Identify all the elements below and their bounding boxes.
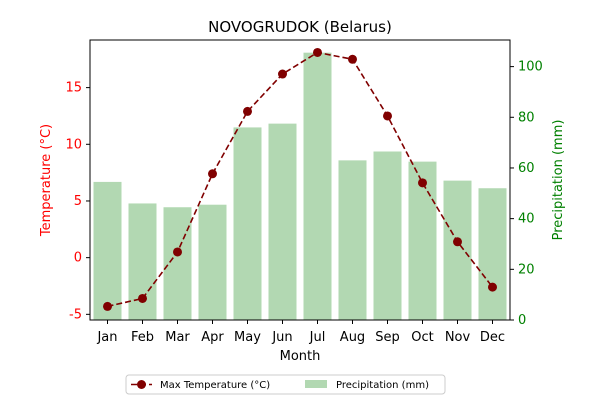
temperature-line (103, 47, 497, 311)
temp-point-sep (383, 111, 392, 121)
right-axis-label: Precipitation (mm) (551, 120, 566, 241)
precip-bar-dec (478, 188, 507, 320)
legend-label-temperature: Max Temperature (°C) (160, 380, 270, 391)
right-tick-label: 40 (518, 212, 535, 227)
right-tick-label: 80 (518, 110, 535, 125)
x-tick-label: Jan (96, 330, 117, 345)
legend-label-precipitation: Precipitation (mm) (336, 380, 429, 391)
right-tick-label: 20 (518, 262, 535, 277)
x-tick-label: Aug (340, 330, 365, 345)
temp-point-oct (418, 178, 427, 188)
precip-bar-may (233, 127, 262, 321)
temp-point-aug (348, 54, 357, 64)
left-axis-label: Temperature (°C) (39, 124, 54, 237)
precip-bar-jan (93, 181, 122, 320)
x-tick-label: Oct (411, 330, 433, 345)
legend-point-marker (137, 380, 146, 389)
temp-point-apr (208, 169, 217, 179)
left-tick-label: 15 (65, 81, 82, 96)
temp-point-may (243, 106, 252, 116)
precip-bar-oct (408, 161, 437, 320)
temperature-polyline (107, 51, 494, 308)
temp-point-jun (278, 69, 287, 79)
temp-point-feb (138, 293, 147, 303)
precip-bar-jul (303, 52, 332, 321)
legend-box (125, 374, 446, 395)
left-tick-label: 10 (65, 137, 82, 152)
left-tick-label: 0 (74, 251, 82, 266)
axes-group: -5 0 5 10 15 0 20 40 60 80 100 Jan Feb Mar Apr May Jun Ju… (65, 39, 543, 345)
temp-point-mar (173, 247, 182, 257)
x-tick-label: Jun (271, 330, 292, 345)
chart-title: NOVOGRUDOK (Belarus) (208, 18, 392, 36)
right-tick-label: 100 (518, 60, 543, 75)
right-tick-label: 60 (518, 161, 535, 176)
x-axis-label: Month (280, 349, 321, 364)
x-tick-label: Sep (375, 330, 400, 345)
left-tick-label: -5 (69, 307, 82, 322)
precip-bar-jun (268, 123, 297, 321)
precip-bar-apr (198, 204, 227, 320)
temp-point-dec (488, 282, 497, 292)
x-tick-label: Nov (445, 330, 471, 345)
plot-frame (89, 39, 511, 321)
x-tick-label: Jul (309, 330, 326, 345)
precipitation-bars (93, 52, 507, 321)
x-tick-label: Apr (201, 330, 224, 345)
x-tick-label: May (234, 330, 261, 345)
x-tick-label: Mar (165, 330, 190, 345)
x-tick-label: Feb (131, 330, 154, 345)
precip-bar-mar (163, 207, 192, 320)
precip-bar-nov (443, 180, 472, 320)
temp-point-nov (453, 237, 462, 247)
legend-bar-marker (305, 380, 327, 388)
precip-bar-sep (373, 151, 402, 320)
temp-point-jan (103, 301, 112, 311)
left-tick-label: 5 (74, 194, 82, 209)
x-tick-label: Dec (480, 330, 505, 345)
precip-bar-aug (338, 160, 367, 320)
legend: Max Temperature (°C) Precipitation (mm) (125, 374, 446, 395)
right-tick-label: 0 (518, 313, 526, 328)
temp-point-jul (313, 47, 322, 57)
